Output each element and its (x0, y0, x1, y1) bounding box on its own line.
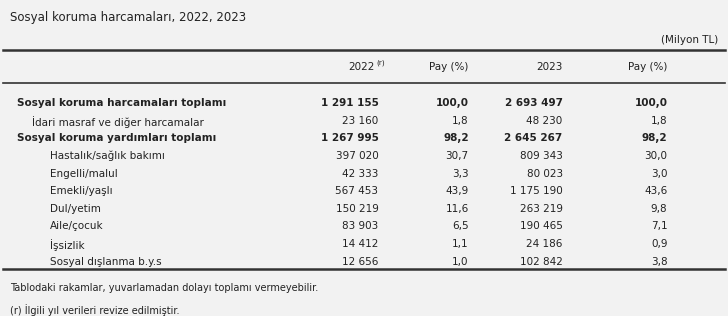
Text: 1 267 995: 1 267 995 (320, 133, 379, 143)
Text: 102 842: 102 842 (520, 257, 563, 267)
Text: 6,5: 6,5 (452, 222, 469, 231)
Text: 30,7: 30,7 (446, 151, 469, 161)
Text: 2 693 497: 2 693 497 (505, 98, 563, 108)
Text: 2023: 2023 (537, 63, 563, 72)
Text: 30,0: 30,0 (644, 151, 668, 161)
Text: 23 160: 23 160 (342, 116, 379, 126)
Text: Sosyal koruma harcamaları, 2022, 2023: Sosyal koruma harcamaları, 2022, 2023 (10, 11, 246, 24)
Text: Aile/çocuk: Aile/çocuk (50, 222, 103, 231)
Text: 190 465: 190 465 (520, 222, 563, 231)
Text: 1 291 155: 1 291 155 (320, 98, 379, 108)
Text: 397 020: 397 020 (336, 151, 379, 161)
Text: 98,2: 98,2 (443, 133, 469, 143)
Text: Hastalık/sağlık bakımı: Hastalık/sağlık bakımı (50, 151, 165, 161)
Text: 3,8: 3,8 (651, 257, 668, 267)
Text: 12 656: 12 656 (342, 257, 379, 267)
Text: 0,9: 0,9 (651, 239, 668, 249)
Text: 3,0: 3,0 (651, 168, 668, 179)
Text: (r): (r) (376, 59, 385, 66)
Text: Sosyal dışlanma b.y.s: Sosyal dışlanma b.y.s (50, 257, 162, 267)
Text: Engelli/malul: Engelli/malul (50, 168, 117, 179)
Text: 567 453: 567 453 (336, 186, 379, 196)
Text: Sosyal koruma harcamaları toplamı: Sosyal koruma harcamaları toplamı (17, 98, 226, 108)
Text: 150 219: 150 219 (336, 204, 379, 214)
Text: (Milyon TL): (Milyon TL) (661, 35, 718, 46)
Text: 43,6: 43,6 (644, 186, 668, 196)
Text: (r) İlgili yıl verileri revize edilmiştir.: (r) İlgili yıl verileri revize edilmişti… (10, 304, 180, 316)
Text: 11,6: 11,6 (446, 204, 469, 214)
Text: 2022: 2022 (349, 63, 375, 72)
Text: 100,0: 100,0 (436, 98, 469, 108)
Text: 7,1: 7,1 (651, 222, 668, 231)
Text: 263 219: 263 219 (520, 204, 563, 214)
Text: Pay (%): Pay (%) (430, 63, 469, 72)
Text: 809 343: 809 343 (520, 151, 563, 161)
Text: 1,8: 1,8 (651, 116, 668, 126)
Text: 42 333: 42 333 (342, 168, 379, 179)
Text: 1,8: 1,8 (452, 116, 469, 126)
Text: 2 645 267: 2 645 267 (505, 133, 563, 143)
Text: Dul/yetim: Dul/yetim (50, 204, 100, 214)
Text: 100,0: 100,0 (634, 98, 668, 108)
Text: 43,9: 43,9 (446, 186, 469, 196)
Text: Pay (%): Pay (%) (628, 63, 668, 72)
Text: 98,2: 98,2 (642, 133, 668, 143)
Text: İşsizlik: İşsizlik (50, 239, 84, 251)
Text: 80 023: 80 023 (526, 168, 563, 179)
Text: 1,0: 1,0 (452, 257, 469, 267)
Text: Tablodaki rakamlar, yuvarlamadan dolayı toplamı vermeyebilir.: Tablodaki rakamlar, yuvarlamadan dolayı … (10, 283, 318, 293)
Text: 3,3: 3,3 (452, 168, 469, 179)
Text: 83 903: 83 903 (342, 222, 379, 231)
Text: 24 186: 24 186 (526, 239, 563, 249)
Text: Sosyal koruma yardımları toplamı: Sosyal koruma yardımları toplamı (17, 133, 216, 143)
Text: 14 412: 14 412 (342, 239, 379, 249)
Text: 9,8: 9,8 (651, 204, 668, 214)
Text: Emekli/yaşlı: Emekli/yaşlı (50, 186, 112, 196)
Text: 1,1: 1,1 (452, 239, 469, 249)
Text: İdari masraf ve diğer harcamalar: İdari masraf ve diğer harcamalar (32, 116, 204, 128)
Text: 48 230: 48 230 (526, 116, 563, 126)
Text: 1 175 190: 1 175 190 (510, 186, 563, 196)
